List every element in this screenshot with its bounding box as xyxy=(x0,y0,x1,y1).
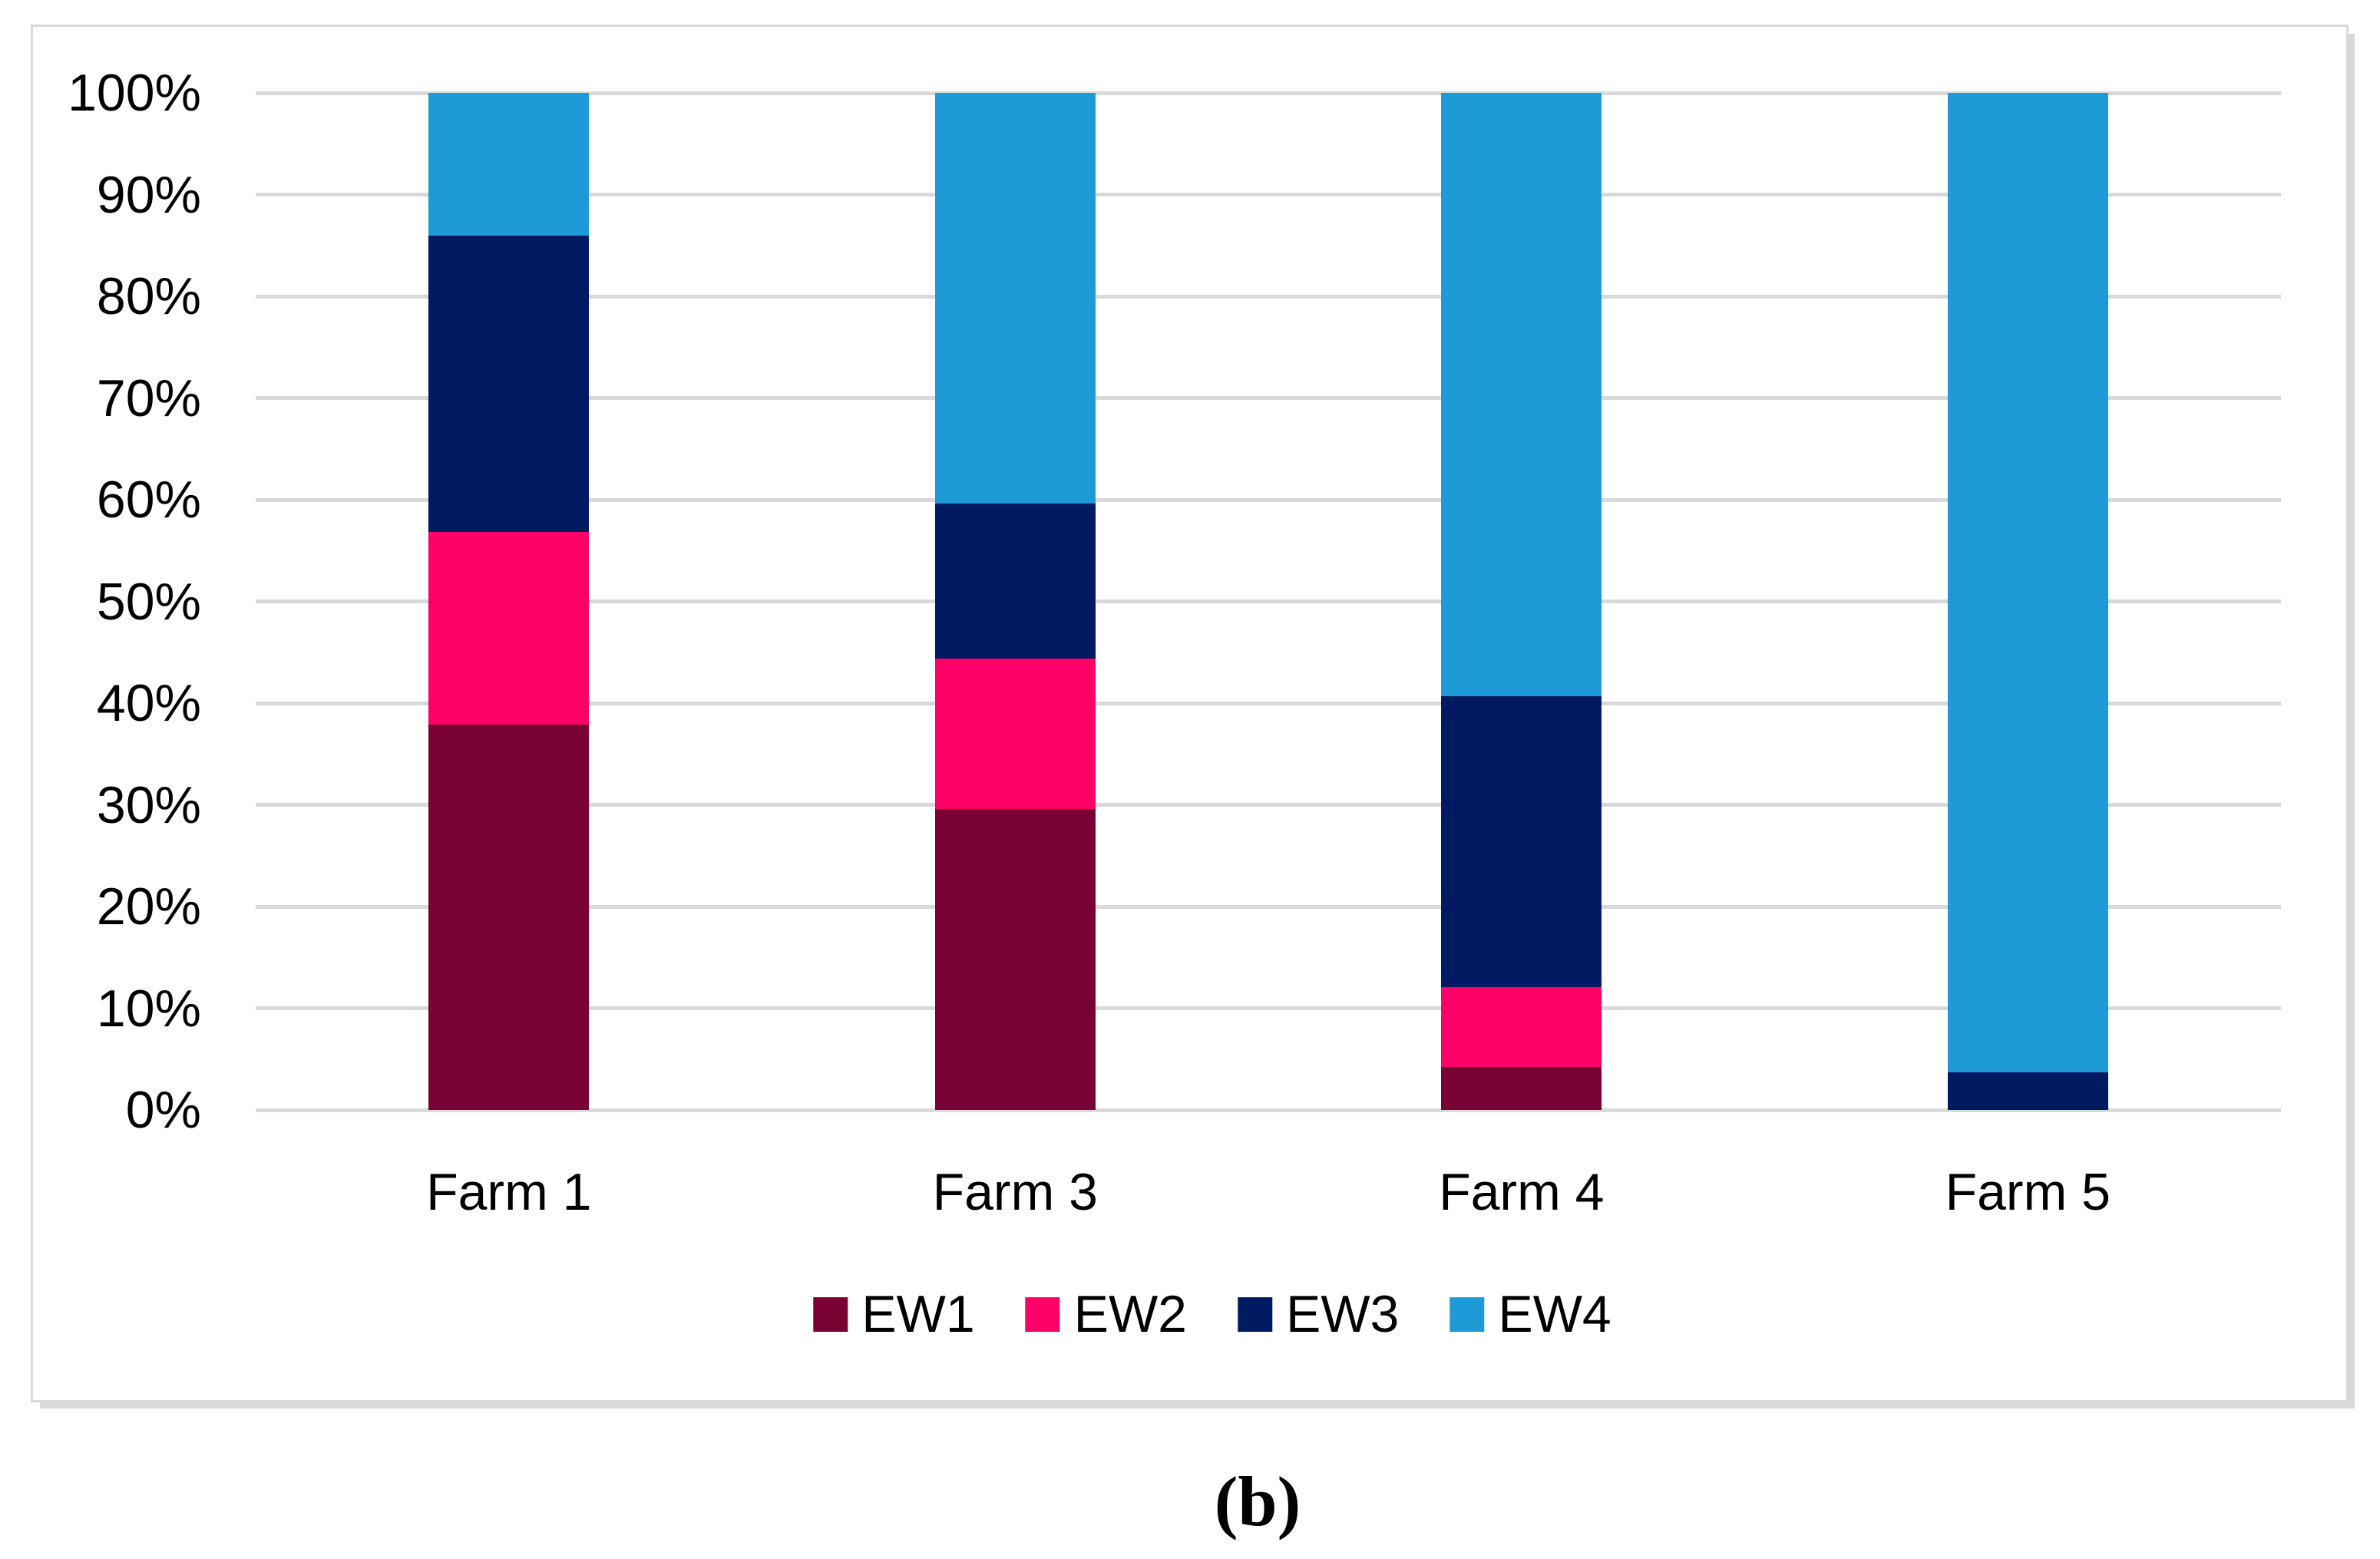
bar-segment-farm-1-ew3 xyxy=(428,235,590,533)
gridline xyxy=(256,396,2281,400)
legend-label-ew1: EW1 xyxy=(861,1285,975,1343)
y-axis-label-80%: 80% xyxy=(96,267,201,325)
gridline xyxy=(256,1006,2281,1010)
legend-label-ew2: EW2 xyxy=(1073,1285,1187,1343)
y-axis-label-50%: 50% xyxy=(96,572,201,631)
figure-caption: (b) xyxy=(1214,1462,1301,1541)
bar-segment-farm-4-ew3 xyxy=(1441,695,1602,987)
gridline xyxy=(256,193,2281,197)
legend-item-ew4: EW4 xyxy=(1449,1287,1611,1342)
legend-swatch-ew3 xyxy=(1238,1296,1272,1332)
gridline xyxy=(256,294,2281,299)
x-axis-label-farm-5: Farm 5 xyxy=(1945,1163,2111,1221)
gridline xyxy=(256,91,2281,95)
gridline xyxy=(256,599,2281,603)
bar-segment-farm-4-ew2 xyxy=(1441,986,1602,1068)
bar-segment-farm-1-ew1 xyxy=(428,724,590,1110)
y-axis-label-0%: 0% xyxy=(125,1081,201,1139)
bar-segment-farm-5-ew3 xyxy=(1947,1072,2108,1110)
legend-swatch-ew2 xyxy=(1025,1296,1060,1332)
bar-segment-farm-3-ew2 xyxy=(934,658,1096,809)
bar-segment-farm-3-ew3 xyxy=(934,504,1096,659)
y-axis-label-20%: 20% xyxy=(96,877,201,936)
gridline xyxy=(256,701,2281,705)
gridline xyxy=(256,497,2281,502)
chart-legend: EW1 EW2 EW3 EW4 xyxy=(813,1287,1611,1342)
legend-swatch-ew4 xyxy=(1449,1296,1485,1332)
legend-item-ew1: EW1 xyxy=(813,1285,975,1343)
bar-segment-farm-4-ew1 xyxy=(1441,1067,1602,1110)
legend-label-ew3: EW3 xyxy=(1286,1285,1400,1343)
bar-segment-farm-1-ew2 xyxy=(428,532,590,725)
gridline xyxy=(256,1108,2281,1112)
gridline xyxy=(256,803,2281,807)
x-axis-label-farm-3: Farm 3 xyxy=(932,1163,1098,1221)
legend-label-ew4: EW4 xyxy=(1498,1285,1611,1343)
y-axis-label-40%: 40% xyxy=(96,674,201,732)
bar-segment-farm-3-ew1 xyxy=(934,808,1096,1110)
legend-swatch-ew1 xyxy=(813,1296,848,1332)
bar-segment-farm-3-ew4 xyxy=(934,93,1096,504)
y-axis-label-90%: 90% xyxy=(96,165,201,224)
gridline xyxy=(256,904,2281,909)
bar-segment-farm-1-ew4 xyxy=(428,93,590,236)
y-axis-label-70%: 70% xyxy=(96,368,201,428)
y-axis-label-10%: 10% xyxy=(96,979,201,1038)
y-axis-label-30%: 30% xyxy=(96,775,201,834)
legend-item-ew3: EW3 xyxy=(1238,1287,1399,1342)
x-axis-label-farm-1: Farm 1 xyxy=(426,1163,592,1221)
y-axis-label-60%: 60% xyxy=(96,471,201,529)
bar-segment-farm-4-ew4 xyxy=(1441,93,1602,696)
y-axis-label-100%: 100% xyxy=(68,64,201,122)
bar-segment-farm-5-ew4 xyxy=(1947,93,2108,1072)
x-axis-label-farm-4: Farm 4 xyxy=(1439,1163,1605,1221)
legend-item-ew2: EW2 xyxy=(1025,1285,1187,1343)
